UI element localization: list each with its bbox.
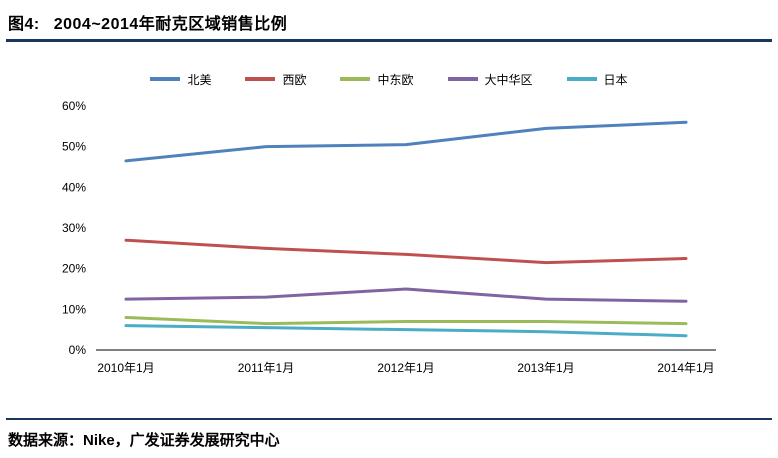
figure-header: 图4: 2004~2014年耐克区域销售比例	[0, 0, 778, 39]
series-line-central-eastern-europe	[124, 315, 688, 326]
footer-divider	[6, 418, 772, 420]
y-tick-label: 40%	[62, 180, 86, 194]
figure-label: 图4:	[8, 16, 40, 33]
legend-item-central-eastern-europe: 中东欧	[340, 71, 414, 88]
x-tick-label: 2011年1月	[238, 361, 294, 375]
figure-title: 2004~2014年耐克区域销售比例	[53, 16, 288, 33]
x-tick-label: 2012年1月	[377, 361, 434, 375]
y-tick-label: 30%	[62, 221, 86, 235]
chart-area: 北美 西欧 中东欧 大中华区 日本 0% 10% 20% 30% 40% 50% 60% 2010年1…	[0, 70, 778, 394]
series-line-japan	[124, 324, 688, 338]
y-tick-label: 0%	[69, 343, 87, 357]
x-tick-label: 2014年1月	[657, 361, 714, 375]
legend-label-greater-china: 大中华区	[484, 72, 533, 87]
legend-item-greater-china: 大中华区	[447, 71, 533, 88]
series-line-western-europe	[124, 238, 688, 265]
y-tick-label: 50%	[62, 140, 86, 154]
legend-label-north-america: 北美	[187, 72, 212, 87]
series-line-north-america	[124, 120, 688, 163]
data-source: 数据来源：Nike，广发证券发展研究中心	[8, 432, 280, 449]
y-tick-label: 10%	[62, 302, 86, 316]
legend-label-central-eastern-europe: 中东欧	[377, 72, 414, 87]
legend-label-japan: 日本	[603, 72, 628, 87]
header-divider	[6, 39, 772, 42]
legend-swatch-north-america	[150, 77, 181, 81]
legend-swatch-japan	[566, 77, 597, 81]
chart-legend: 北美 西欧 中东欧 大中华区 日本	[0, 70, 778, 88]
x-tick-label: 2013年1月	[517, 361, 574, 375]
legend-swatch-central-eastern-europe	[340, 77, 371, 81]
legend-swatch-western-europe	[245, 77, 276, 81]
legend-item-western-europe: 西欧	[245, 71, 306, 88]
x-tick-label: 2010年1月	[97, 361, 154, 375]
legend-item-japan: 日本	[566, 71, 628, 88]
y-tick-label: 60%	[62, 99, 86, 113]
series-line-greater-china	[124, 287, 688, 303]
y-tick-label: 20%	[62, 262, 86, 276]
legend-swatch-greater-china	[447, 77, 478, 81]
sales-line-chart: 0% 10% 20% 30% 40% 50% 60% 2010年1月 2011年1月 2012年1…	[62, 99, 716, 375]
legend-label-western-europe: 西欧	[282, 72, 307, 87]
legend-item-north-america: 北美	[150, 71, 211, 88]
